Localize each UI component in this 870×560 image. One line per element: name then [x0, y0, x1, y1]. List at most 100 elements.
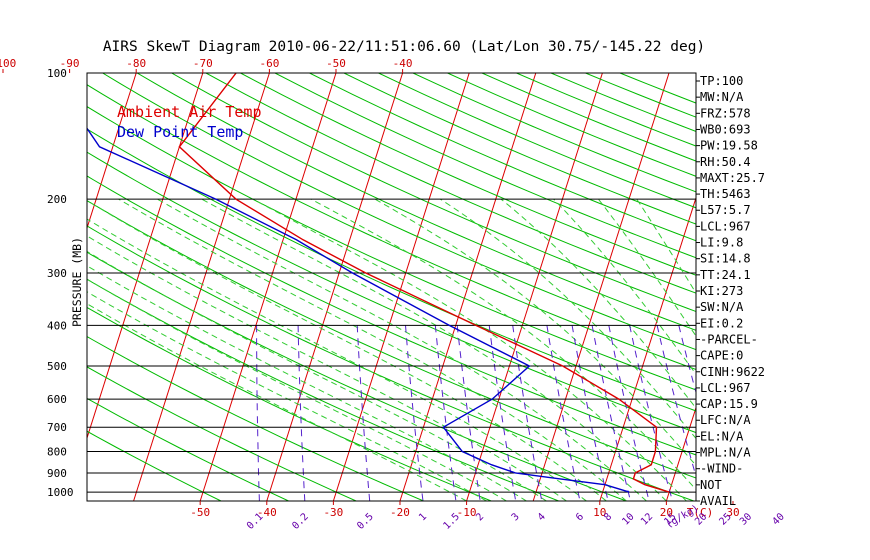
temp-unit-label: T(C) [687, 506, 714, 519]
dry-adiabat-line [412, 73, 696, 193]
mixing-ratio-line [546, 325, 581, 501]
dry-adiabat-line [240, 73, 696, 276]
dry-adiabat-line [619, 73, 696, 104]
mixing-ratio-line [629, 325, 673, 501]
pressure-tick-label: 500 [47, 360, 67, 373]
top-temp-tick-label: -70 [193, 57, 213, 70]
moist-adiabat-line [87, 265, 527, 501]
mixing-ratio-line [297, 325, 306, 501]
isotherm-line [399, 73, 537, 501]
isotherm-line [733, 73, 869, 501]
index-item: -WIND- [700, 462, 743, 476]
dry-adiabat-line [343, 73, 696, 225]
top-temp-tick-label: -90 [60, 57, 80, 70]
index-item: SW:N/A [700, 300, 744, 314]
mixing-ratio-line [256, 325, 260, 501]
index-item: MW:N/A [700, 90, 744, 104]
moist-adiabat-line [87, 278, 507, 501]
mixing-ratio-line [512, 325, 543, 501]
moist-adiabat-line [87, 218, 587, 501]
index-item: WB0:693 [700, 122, 751, 136]
bottom-temp-tick-label: -20 [390, 506, 410, 519]
dry-adiabat-line [87, 106, 696, 391]
moist-adiabat-line [87, 235, 567, 501]
index-item: TP:100 [700, 74, 743, 88]
mixing-ratio-label: 0.5 [355, 511, 376, 532]
background-grid [0, 73, 870, 501]
mixing-ratio-line [678, 325, 696, 395]
dry-adiabat-line [87, 335, 424, 501]
dry-adiabat-line [378, 73, 696, 209]
mixing-ratio-label: 6 [574, 511, 586, 523]
dry-adiabat-line [87, 251, 627, 501]
mixing-ratio-line [571, 325, 609, 501]
mixing-ratio-line [608, 325, 650, 501]
mixing-ratio-line [656, 325, 696, 478]
isotherm-line [0, 73, 70, 501]
legend: Ambient Air Temp Dew Point Temp [117, 103, 262, 141]
isotherm-line [87, 73, 137, 230]
moist-adiabat-line [87, 291, 487, 501]
dry-adiabat-line [102, 73, 696, 351]
index-item: RH:50.4 [700, 155, 751, 169]
pressure-tick-label: 600 [47, 393, 67, 406]
dry-adiabat-line [516, 73, 696, 147]
dry-adiabat-line [87, 128, 696, 412]
index-item: CAPE:0 [700, 349, 743, 363]
dry-adiabat-line [87, 84, 696, 371]
mixing-ratio-line [591, 325, 631, 501]
moist-adiabat-line [157, 198, 647, 501]
bottom-temp-tick-label: 30 [726, 506, 739, 519]
index-item: MPL:N/A [700, 446, 751, 460]
index-item: AVAIL [700, 494, 736, 508]
index-item: LCL:967 [700, 381, 751, 395]
pressure-tick-label: 900 [47, 467, 67, 480]
isotherm-line [332, 73, 470, 501]
isotherm-line [0, 73, 3, 501]
pressure-tick-label: 700 [47, 421, 67, 434]
bottom-temp-tick-label: 20 [660, 506, 673, 519]
dry-adiabat-line [87, 366, 357, 501]
index-item: L57:5.7 [700, 203, 751, 217]
dry-adiabat-line [136, 73, 696, 331]
pressure-tick-label: 200 [47, 193, 67, 206]
mixing-ratio-label: 8 [602, 511, 614, 523]
mixing-ratio-label: 12 [639, 511, 655, 527]
chart-title: AIRS SkewT Diagram 2010-06-22/11:51:06.6… [103, 39, 705, 55]
isotherm-line [266, 73, 404, 501]
dry-adiabat-line [171, 73, 696, 313]
moist-adiabat-line [440, 198, 696, 440]
mixing-ratio-label: 1 [417, 511, 429, 523]
isotherm-line [532, 73, 670, 501]
mixing-ratio-line [356, 325, 371, 501]
top-temp-tick-label: -80 [126, 57, 146, 70]
dry-adiabat-line [87, 225, 694, 501]
plot-frame [86, 72, 697, 502]
mixing-ratio-label: 2 [474, 511, 486, 523]
isotherm-line [87, 73, 204, 440]
top-temp-tick-label: -40 [393, 57, 413, 70]
bottom-temp-tick-label: 10 [593, 506, 606, 519]
legend-dew-point: Dew Point Temp [117, 123, 243, 141]
mixing-ratio-label: 40 [771, 511, 787, 527]
isotherm-line [199, 73, 337, 501]
moist-adiabat-line [201, 198, 667, 501]
moist-adiabat-line [310, 198, 696, 491]
pressure-tick-label: 300 [47, 267, 67, 280]
mixing-ratio-label: 0.2 [290, 511, 311, 532]
pressure-tick-label: 800 [47, 446, 67, 459]
index-item: SI:14.8 [700, 252, 751, 266]
dry-adiabat-line [87, 306, 492, 501]
dry-adiabat-line [87, 278, 559, 501]
dew-point-line [87, 127, 630, 493]
index-item: NOT [700, 478, 722, 492]
index-item: TT:24.1 [700, 268, 751, 282]
dry-adiabat-line [205, 73, 696, 294]
mixing-ratio-line [434, 325, 457, 501]
bottom-temp-tick-label: -10 [457, 506, 477, 519]
bottom-temp-tick-label: -40 [257, 506, 277, 519]
index-item: EI:0.2 [700, 316, 743, 330]
index-item: EL:N/A [700, 429, 744, 443]
dry-adiabat-line [87, 175, 696, 456]
isotherm-line [800, 73, 870, 501]
